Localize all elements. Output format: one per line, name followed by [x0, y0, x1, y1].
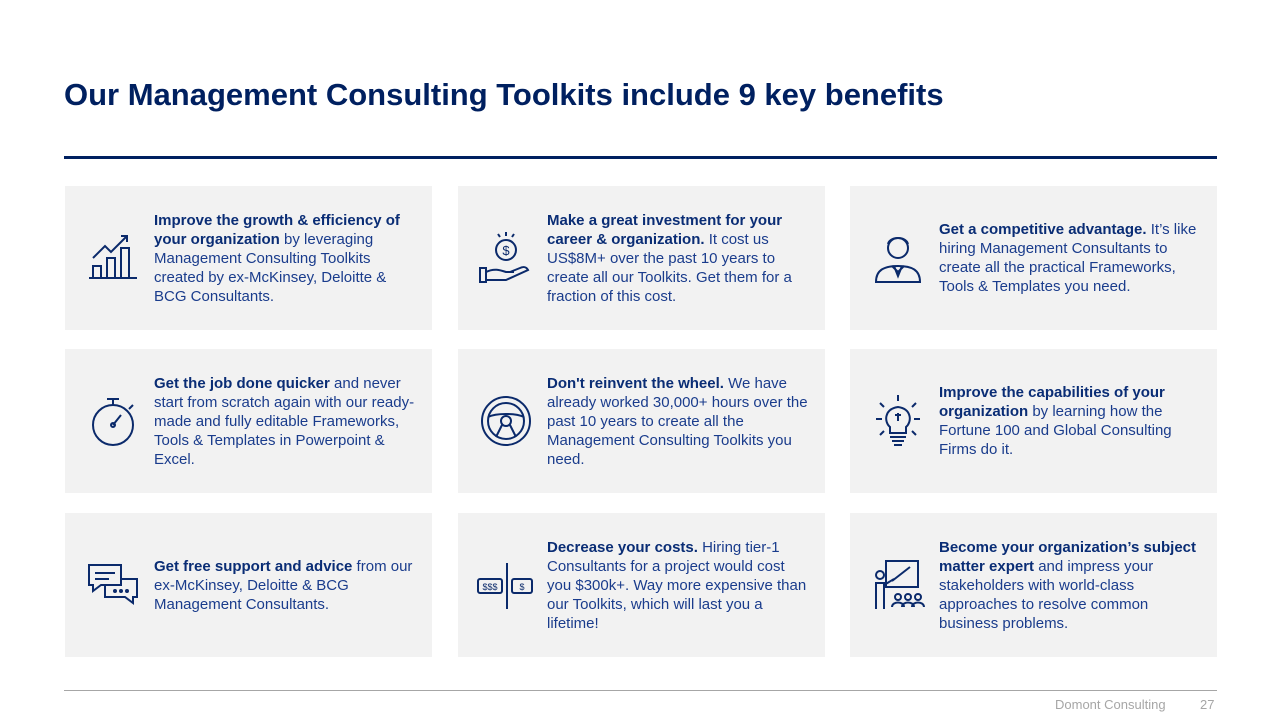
benefit-text: Don't reinvent the wheel. We have alread… — [547, 349, 809, 493]
lightbulb-icon — [868, 391, 928, 451]
benefit-card: Don't reinvent the wheel. We have alread… — [458, 349, 825, 493]
benefit-highlight: Make a great investment for your career … — [547, 211, 783, 248]
benefit-text: Improve the growth & efficiency of your … — [154, 186, 416, 330]
benefit-highlight: Get free support and advice — [154, 557, 353, 575]
steering-wheel-icon — [476, 391, 536, 451]
benefit-text: Decrease your costs. Hiring tier-1 Consu… — [547, 513, 809, 657]
benefit-description: from our ex-McKinsey, Deloitte & BCG Man… — [154, 557, 413, 613]
benefit-highlight: Decrease your costs. — [547, 538, 698, 556]
benefit-text: Get free support and advice from our ex-… — [154, 513, 416, 657]
benefit-description: and never start from scratch again with … — [154, 374, 415, 468]
page-number: 27 — [1200, 697, 1215, 712]
benefit-text: Improve the capabilities of your organiz… — [939, 349, 1201, 493]
consultant-icon — [868, 228, 928, 288]
svg-text:$$$: $$$ — [482, 582, 497, 592]
benefit-card: Improve the growth & efficiency of your … — [65, 186, 432, 330]
growth-chart-icon — [83, 228, 143, 288]
benefit-card: Get free support and advice from our ex-… — [65, 513, 432, 657]
benefit-highlight: Become your organization’s subject matte… — [939, 538, 1196, 575]
benefit-description: We have already worked 30,000+ hours ove… — [547, 374, 808, 468]
benefit-description: It’s like hiring Management Consultants … — [939, 221, 1197, 295]
benefit-card: $ Make a great investment for your caree… — [458, 186, 825, 330]
benefit-highlight: Improve the capabilities of your organiz… — [939, 384, 1165, 420]
benefit-card: Improve the capabilities of your organiz… — [850, 349, 1217, 493]
stopwatch-icon — [83, 391, 143, 451]
footer-company: Domont Consulting — [1055, 697, 1166, 712]
benefit-description: and impress your stakeholders with world… — [939, 557, 1154, 632]
title-divider — [64, 156, 1217, 159]
benefit-card: Become your organization’s subject matte… — [850, 513, 1217, 657]
benefit-description: by leveraging Management Consulting Tool… — [154, 230, 387, 305]
benefit-card: $$$ $ Decrease your costs. Hiring tier-1 … — [458, 513, 825, 657]
benefit-card: Get a competitive advantage. It’s like h… — [850, 186, 1217, 330]
cost-compare-icon: $$$ $ — [476, 555, 536, 615]
benefit-description: It cost us US$8M+ over the past 10 years… — [547, 230, 792, 305]
benefit-card: Get the job done quicker and never start… — [65, 349, 432, 493]
chat-bubbles-icon — [83, 555, 143, 615]
money-hand-icon: $ — [476, 228, 536, 288]
footer-divider — [64, 690, 1217, 691]
benefit-text: Get the job done quicker and never start… — [154, 349, 416, 493]
benefit-highlight: Get a competitive advantage. — [939, 221, 1147, 238]
benefit-highlight: Improve the growth & efficiency of your … — [154, 211, 400, 248]
benefit-highlight: Get the job done quicker — [154, 374, 330, 392]
page-title: Our Management Consulting Toolkits inclu… — [64, 77, 944, 112]
benefit-highlight: Don't reinvent the wheel. — [547, 374, 724, 392]
presenter-icon — [868, 555, 928, 615]
benefit-text: Become your organization’s subject matte… — [939, 513, 1201, 657]
benefit-text: Get a competitive advantage. It’s like h… — [939, 186, 1201, 330]
svg-text:$: $ — [502, 243, 510, 258]
svg-text:$: $ — [519, 582, 524, 592]
benefit-description: Hiring tier-1 Consultants for a project … — [547, 538, 807, 632]
benefit-description: by learning how the Fortune 100 and Glob… — [939, 403, 1172, 458]
benefit-text: Make a great investment for your career … — [547, 186, 809, 330]
